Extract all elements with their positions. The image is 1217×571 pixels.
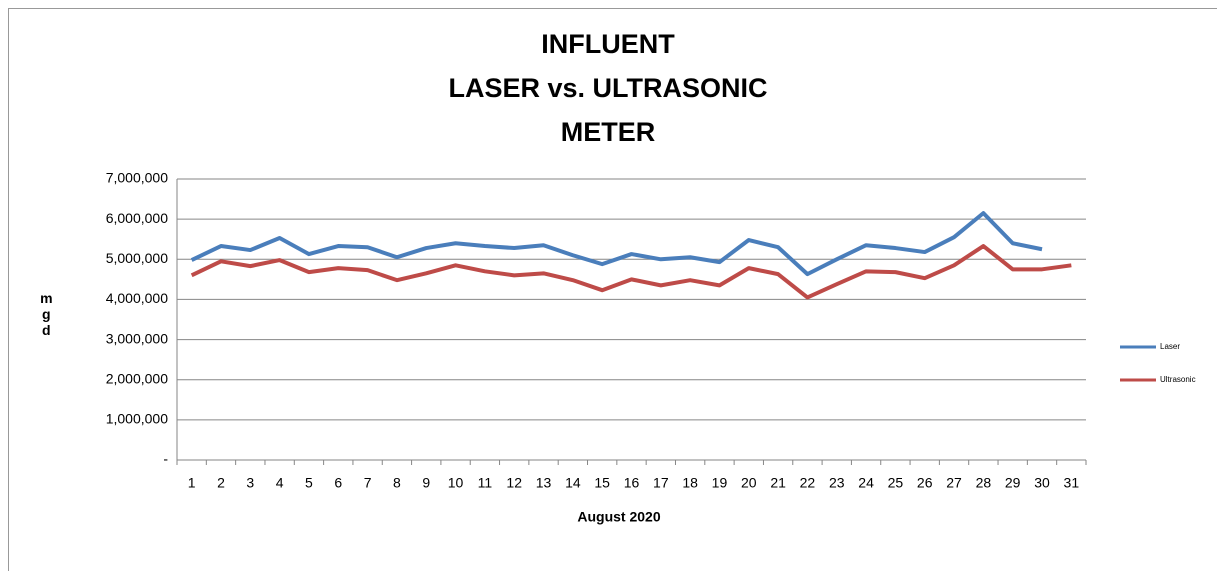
chart-title: INFLUENT — [541, 29, 675, 59]
y-tick-label: 6,000,000 — [106, 210, 168, 226]
x-axis-label: August 2020 — [577, 509, 660, 525]
x-tick-label: 28 — [976, 475, 992, 491]
x-tick-label: 12 — [506, 475, 522, 491]
x-tick-label: 21 — [770, 475, 786, 491]
y-tick-label: 5,000,000 — [106, 250, 168, 266]
x-tick-label: 29 — [1005, 475, 1021, 491]
x-tick-label: 27 — [946, 475, 962, 491]
legend-label: Laser — [1160, 342, 1180, 351]
x-tick-label: 6 — [334, 475, 342, 491]
series-line — [190, 244, 1072, 300]
legend-label: Ultrasonic — [1160, 375, 1196, 384]
x-tick-label: 5 — [305, 475, 313, 491]
x-tick-label: 30 — [1034, 475, 1050, 491]
x-tick-label: 17 — [653, 475, 669, 491]
x-tick-label: 9 — [422, 475, 430, 491]
y-tick-label: 7,000,000 — [106, 170, 168, 186]
x-tick-label: 19 — [712, 475, 728, 491]
y-tick-label: 3,000,000 — [106, 330, 168, 346]
x-tick-label: 7 — [364, 475, 372, 491]
x-tick-label: 8 — [393, 475, 401, 491]
x-tick-label: 26 — [917, 475, 933, 491]
y-tick-label: 4,000,000 — [106, 290, 168, 306]
x-tick-label: 24 — [858, 475, 874, 491]
x-tick-label: 16 — [624, 475, 640, 491]
chart-title: METER — [561, 117, 656, 147]
y-tick-label: - — [163, 451, 168, 467]
y-tick-label: 1,000,000 — [106, 411, 168, 427]
x-tick-label: 20 — [741, 475, 757, 491]
x-tick-label: 10 — [448, 475, 464, 491]
series-line — [190, 211, 1043, 277]
x-tick-label: 1 — [188, 475, 196, 491]
x-tick-label: 31 — [1064, 475, 1080, 491]
x-tick-label: 2 — [217, 475, 225, 491]
y-axis-label: mgd — [38, 290, 54, 338]
chart-border — [8, 8, 1217, 571]
x-tick-label: 4 — [276, 475, 284, 491]
y-tick-label: 2,000,000 — [106, 370, 168, 386]
x-tick-label: 3 — [246, 475, 254, 491]
x-tick-label: 18 — [682, 475, 698, 491]
x-tick-label: 22 — [800, 475, 816, 491]
x-tick-label: 23 — [829, 475, 845, 491]
x-tick-label: 11 — [478, 475, 493, 491]
chart-title: LASER vs. ULTRASONIC — [448, 73, 767, 103]
x-tick-label: 15 — [594, 475, 610, 491]
x-tick-label: 25 — [888, 475, 904, 491]
x-tick-label: 14 — [565, 475, 581, 491]
x-tick-label: 13 — [536, 475, 552, 491]
